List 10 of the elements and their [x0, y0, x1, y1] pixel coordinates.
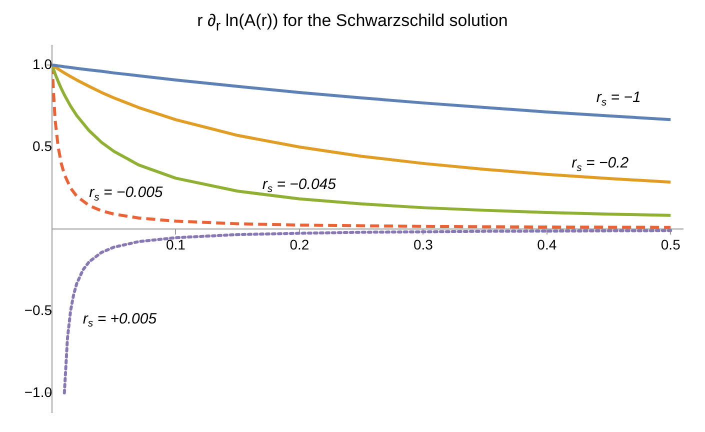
y-tick-label: −1.0 [24, 384, 52, 400]
chart-title: r ∂$_{r}$ ln(A(r)) for the Schwarzschild solution [196, 10, 509, 34]
y-tick-label: 0.5 [32, 138, 52, 154]
x-tick-label: 0.3 [413, 236, 434, 252]
y-tick-label: −0.5 [24, 302, 52, 318]
x-tick-label: 0.2 [290, 236, 310, 252]
y-tick-label: 1.0 [32, 56, 52, 72]
x-tick-label: 0.4 [537, 236, 557, 252]
x-tick-label: 0.1 [166, 236, 186, 252]
x-tick-label: 0.5 [660, 236, 681, 252]
